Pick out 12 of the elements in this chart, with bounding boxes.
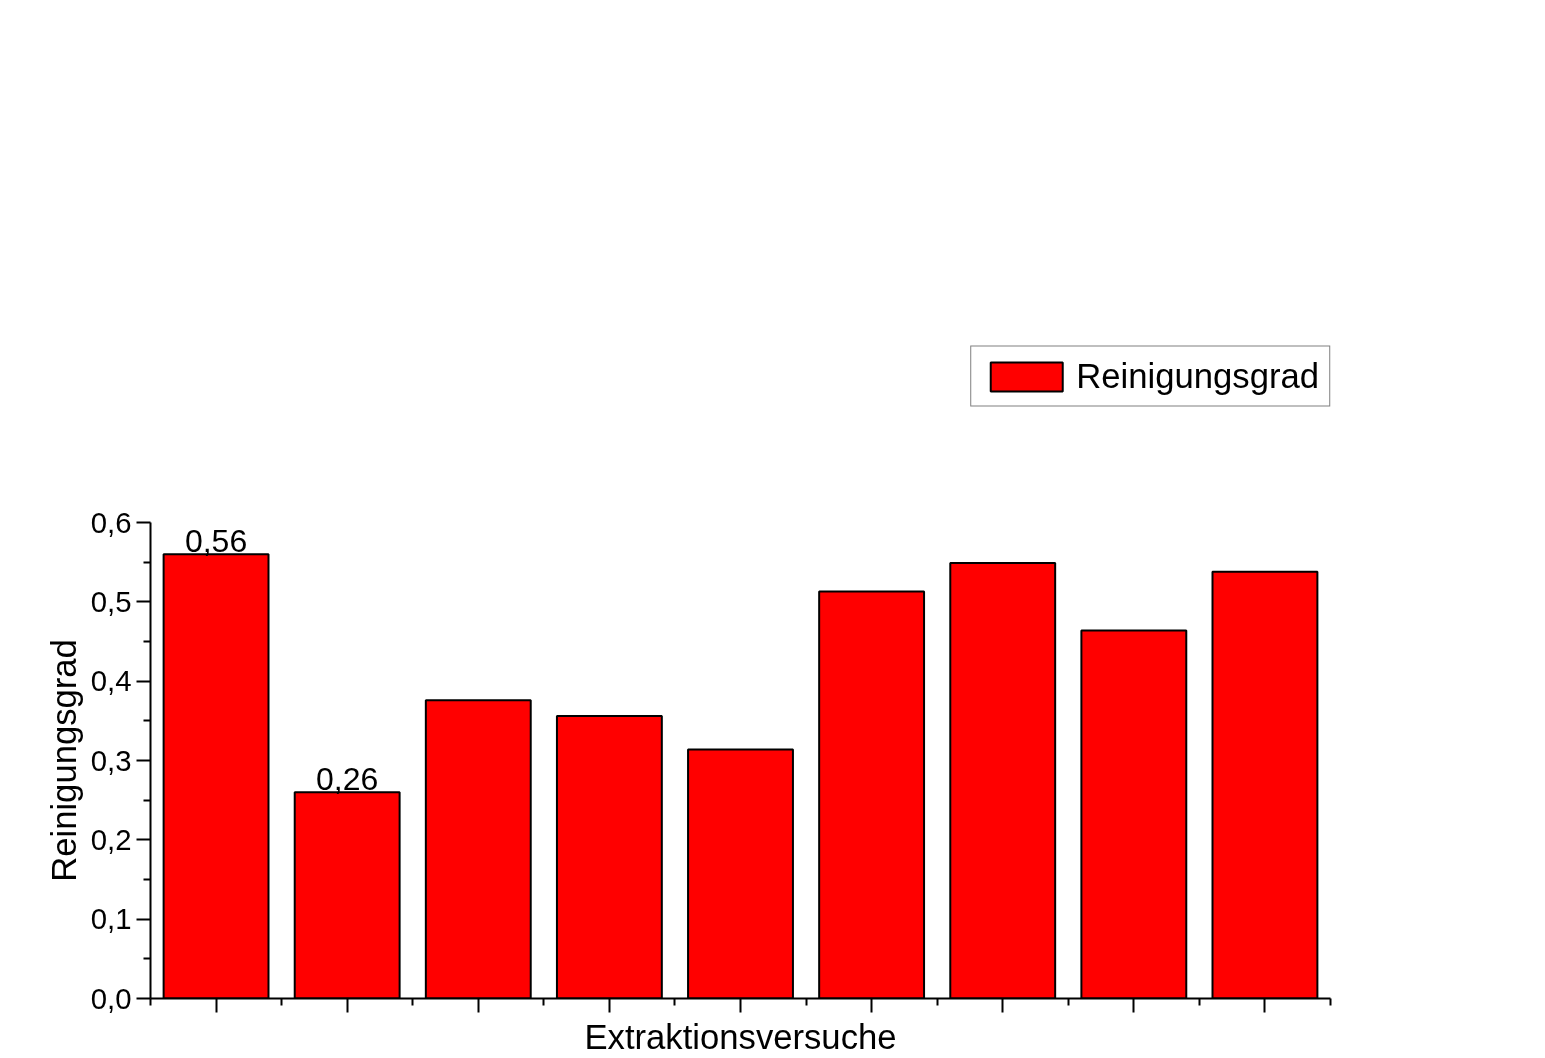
y-tick-label: 0,0 [90,981,132,1015]
legend-label: Reinigungsgrad [1076,356,1319,396]
y-tick-label: 0,3 [90,743,132,777]
x-axis-title: Extraktionsversuche [584,1017,897,1056]
data-label: 0,56 [184,523,248,560]
y-axis-title: Reinigungsgrad [44,639,83,882]
y-tick-label: 0,5 [90,584,132,618]
y-tick-label: 0,6 [90,505,132,539]
y-tick-label: 0,1 [90,902,132,936]
data-label: 0,26 [316,761,379,798]
y-tick-label: 0,2 [90,822,132,856]
y-tick-label: 0,4 [90,664,132,698]
